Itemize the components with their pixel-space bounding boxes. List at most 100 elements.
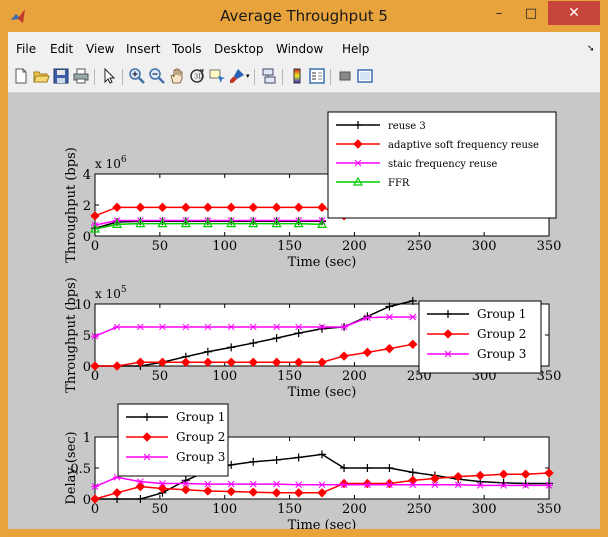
toolbar-separator (122, 69, 123, 85)
menu-view[interactable]: View (86, 42, 115, 56)
data-point (430, 473, 440, 484)
legend-1: reuse 3 adaptive soft frequency reuse stai… (327, 111, 557, 219)
hide-plot-tools-icon[interactable] (336, 67, 354, 85)
data-point (112, 219, 123, 228)
x-tick-label: 350 (537, 239, 562, 254)
legend-icon[interactable] (308, 67, 326, 85)
data-point (158, 480, 167, 487)
data-point (203, 347, 212, 356)
data-point (499, 482, 508, 489)
window-title: Average Throughput 5 (220, 7, 388, 25)
legend-3: Group 1 Group 2 Group 3 (117, 403, 229, 477)
y-tick-label: 0 (83, 493, 91, 508)
series-2 (90, 468, 554, 504)
legend-marker (354, 159, 362, 167)
series-3 (91, 313, 417, 340)
x-axis-label: Time (sec) (288, 385, 357, 400)
data-point (385, 302, 394, 311)
brush-icon[interactable] (228, 67, 246, 85)
x-tick-label: 0 (91, 369, 99, 384)
data-point (340, 323, 349, 331)
open-icon[interactable] (32, 67, 50, 85)
data-point (158, 323, 167, 331)
x-tick-label: 300 (472, 502, 497, 517)
data-point (272, 334, 281, 343)
link-icon[interactable] (260, 67, 278, 85)
data-point (227, 480, 236, 488)
maximize-button[interactable]: □ (524, 5, 538, 21)
save-icon[interactable] (52, 67, 70, 85)
menu-tools[interactable]: Tools (172, 42, 202, 56)
legend-label: adaptive soft frequency reuse (388, 140, 539, 151)
menu-edit[interactable]: Edit (50, 42, 74, 56)
data-point (430, 481, 439, 489)
data-cursor-icon[interactable] (208, 67, 226, 85)
show-plot-tools-icon[interactable] (356, 67, 374, 85)
menu-insert[interactable]: Insert (126, 42, 161, 56)
data-point (293, 488, 304, 498)
data-point (112, 361, 122, 371)
data-point (226, 357, 236, 367)
data-point (363, 464, 372, 472)
x-tick-label: 200 (342, 239, 367, 254)
rotate-3d-icon[interactable]: 3D (188, 67, 206, 85)
x-tick-label: 100 (212, 502, 237, 517)
new-figure-icon[interactable] (12, 67, 30, 85)
data-point (203, 357, 213, 367)
data-point (272, 455, 281, 464)
x-tick-label: 200 (342, 369, 367, 384)
zoom-out-icon[interactable] (148, 67, 166, 85)
legend-marker (443, 329, 453, 339)
legend-marker (353, 139, 363, 149)
data-point (408, 296, 417, 305)
title-bar[interactable]: Average Throughput 5 – □ ✕ (0, 0, 608, 32)
data-point (248, 357, 258, 367)
data-point (227, 343, 236, 352)
menu-help[interactable]: Help (342, 42, 370, 56)
toolbar-separator (94, 69, 95, 85)
data-point (136, 495, 145, 503)
zoom-in-icon[interactable] (128, 67, 146, 85)
toolbar-separator (254, 69, 255, 85)
pan-icon[interactable] (168, 67, 186, 85)
x-tick-label: 150 (277, 239, 302, 254)
colorbar-icon[interactable] (288, 67, 306, 85)
data-point (521, 482, 530, 489)
y-tick-label: 5 (83, 329, 91, 344)
axis-exponent: x 106 (95, 155, 127, 171)
data-point (318, 324, 326, 333)
data-point (226, 202, 236, 213)
x-tick-label: 50 (152, 502, 169, 517)
minimize-button[interactable]: – (495, 5, 503, 21)
series-1 (91, 296, 417, 370)
print-icon[interactable] (72, 67, 90, 85)
legend-label: reuse 3 (388, 121, 426, 132)
menu-desktop[interactable]: Desktop (214, 42, 264, 56)
x-tick-label: 100 (212, 239, 237, 254)
data-point (249, 323, 258, 331)
menu-dock-arrow-icon[interactable]: ➘ (587, 44, 595, 54)
x-tick-label: 150 (277, 369, 302, 384)
data-point (181, 202, 191, 213)
data-point (157, 357, 168, 367)
close-button[interactable]: ✕ (548, 1, 600, 25)
legend-box (327, 111, 557, 219)
data-point (294, 453, 303, 462)
data-point (340, 464, 349, 472)
matlab-icon (11, 9, 25, 23)
pointer-icon[interactable] (100, 67, 118, 85)
menu-window[interactable]: Window (276, 42, 324, 56)
data-point (545, 482, 553, 489)
x-tick-label: 150 (277, 502, 302, 517)
data-point (340, 481, 349, 489)
menu-file[interactable]: File (16, 42, 37, 56)
series-3 (91, 473, 553, 490)
y-tick-label: 2 (83, 199, 91, 214)
brush-dropdown-icon[interactable]: ▾ (246, 72, 250, 80)
legend-label: Group 1 (477, 307, 526, 321)
legend-label: Group 3 (176, 450, 225, 464)
x-tick-label: 250 (407, 239, 432, 254)
data-point (226, 486, 236, 497)
legend-label: FFR (388, 178, 410, 189)
